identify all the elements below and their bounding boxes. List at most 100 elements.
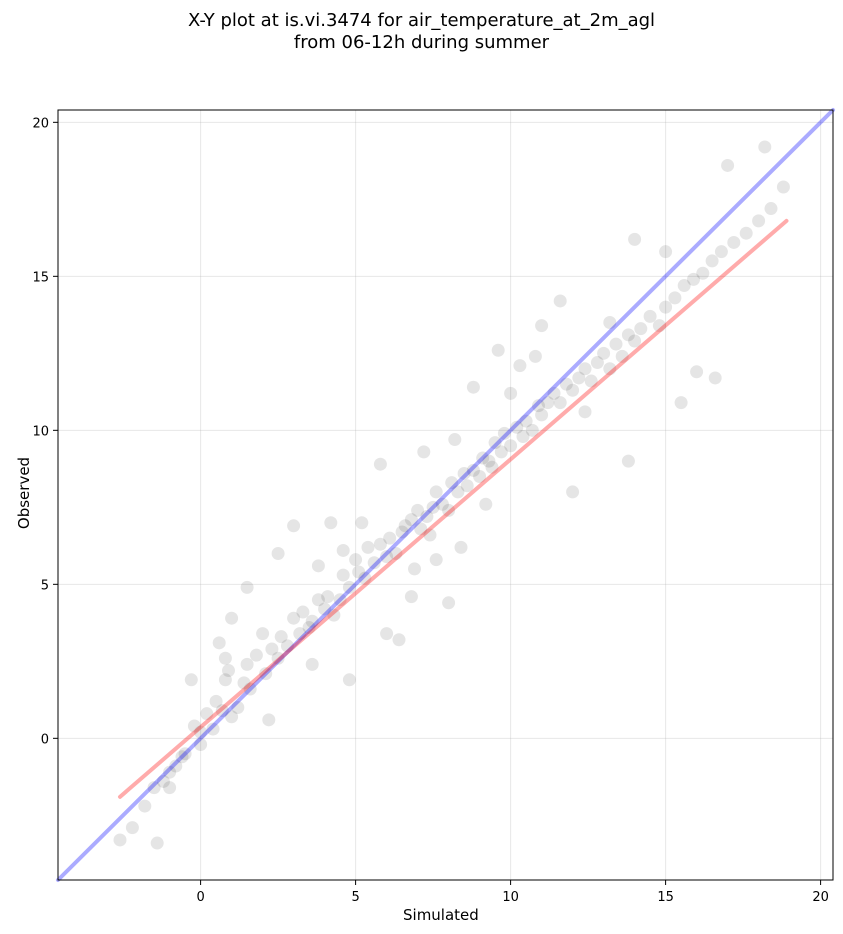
scatter-point <box>324 516 338 530</box>
scatter-point <box>708 371 722 385</box>
scatter-point <box>445 476 459 490</box>
scatter-point <box>349 553 363 567</box>
scatter-point <box>578 362 592 376</box>
scatter-point <box>597 346 611 360</box>
chart-subtitle: from 06-12h during summer <box>293 32 550 53</box>
scatter-point <box>373 457 387 471</box>
scatter-point <box>510 420 524 434</box>
scatter-point <box>352 565 366 579</box>
reference-lines <box>56 108 835 882</box>
scatter-point <box>466 463 480 477</box>
scatter-point <box>225 611 239 625</box>
scatter-point <box>178 747 192 761</box>
scatter-point <box>404 513 418 527</box>
scatter-point <box>603 362 617 376</box>
scatter-point <box>578 405 592 419</box>
scatter-point <box>138 799 152 813</box>
scatter-point <box>491 343 505 357</box>
scatter-point <box>609 337 623 351</box>
scatter-point <box>497 426 511 440</box>
scatter-point <box>494 445 508 459</box>
scatter-point <box>249 648 263 662</box>
scatter-point <box>621 454 635 468</box>
y-tick-label: 10 <box>32 424 49 439</box>
scatter-point <box>373 537 387 551</box>
scatter-point <box>457 466 471 480</box>
scatter-point <box>321 590 335 604</box>
scatter-point <box>271 651 285 665</box>
scatter-points <box>113 140 790 850</box>
scatter-point <box>417 445 431 459</box>
scatter-point <box>231 701 245 715</box>
scatter-point <box>265 642 279 656</box>
scatter-point <box>442 503 456 517</box>
scatter-point <box>240 657 254 671</box>
scatter-point <box>442 596 456 610</box>
scatter-point <box>476 451 490 465</box>
scatter-point <box>271 547 285 561</box>
scatter-point <box>621 328 635 342</box>
scatter-point <box>169 759 183 773</box>
scatter-point <box>541 396 555 410</box>
scatter-point <box>395 525 409 539</box>
scatter-point <box>215 704 229 718</box>
scatter-point <box>163 781 177 795</box>
scatter-point <box>414 522 428 536</box>
scatter-point <box>566 383 580 397</box>
scatter-point <box>721 158 735 172</box>
scatter-point <box>451 485 465 499</box>
scatter-point <box>553 396 567 410</box>
scatter-point <box>519 414 533 428</box>
scatter-point <box>383 531 397 545</box>
scatter-point <box>758 140 772 154</box>
scatter-point <box>690 365 704 379</box>
x-tick-label: 0 <box>196 890 204 905</box>
scatter-point <box>423 528 437 542</box>
scatter-point <box>367 556 381 570</box>
scatter-point <box>287 611 301 625</box>
scatter-point <box>392 633 406 647</box>
y-tick-label: 0 <box>41 732 49 747</box>
scatter-point <box>318 602 332 616</box>
scatter-point <box>147 781 161 795</box>
scatter-point <box>150 836 164 850</box>
scatter-point <box>513 359 527 373</box>
scatter-point <box>435 497 449 511</box>
x-axis-label: Simulated <box>403 906 479 924</box>
scatter-point <box>184 673 198 687</box>
x-tick-label: 5 <box>351 890 359 905</box>
scatter-point <box>674 396 688 410</box>
scatter-point <box>454 540 468 554</box>
scatter-point <box>380 627 394 641</box>
scatter-point <box>342 673 356 687</box>
scatter-point <box>727 235 741 249</box>
y-axis-label: Observed <box>15 456 34 530</box>
scatter-point <box>209 694 223 708</box>
scatter-point <box>584 374 598 388</box>
identity-line <box>56 108 835 882</box>
scatter-point <box>553 294 567 308</box>
scatter-point <box>333 593 347 607</box>
scatter-point <box>156 774 170 788</box>
scatter-point <box>572 371 586 385</box>
scatter-point <box>336 543 350 557</box>
scatter-point <box>200 707 214 721</box>
scatter-point <box>302 620 316 634</box>
axes-frame <box>57 109 834 881</box>
scatter-point <box>125 821 139 835</box>
scatter-point <box>473 470 487 484</box>
scatter-point <box>311 593 325 607</box>
scatter-point <box>687 272 700 286</box>
scatter-point <box>194 725 208 739</box>
y-tick-label: 15 <box>32 270 49 285</box>
scatter-point <box>590 356 604 370</box>
scatter-point <box>218 673 232 687</box>
scatter-point <box>408 562 421 576</box>
scatter-point <box>466 380 480 394</box>
scatter-point <box>485 460 499 474</box>
scatter-point <box>175 750 189 764</box>
scatter-point <box>218 651 232 665</box>
scatter-point <box>287 519 301 533</box>
scatter-point <box>259 667 273 681</box>
